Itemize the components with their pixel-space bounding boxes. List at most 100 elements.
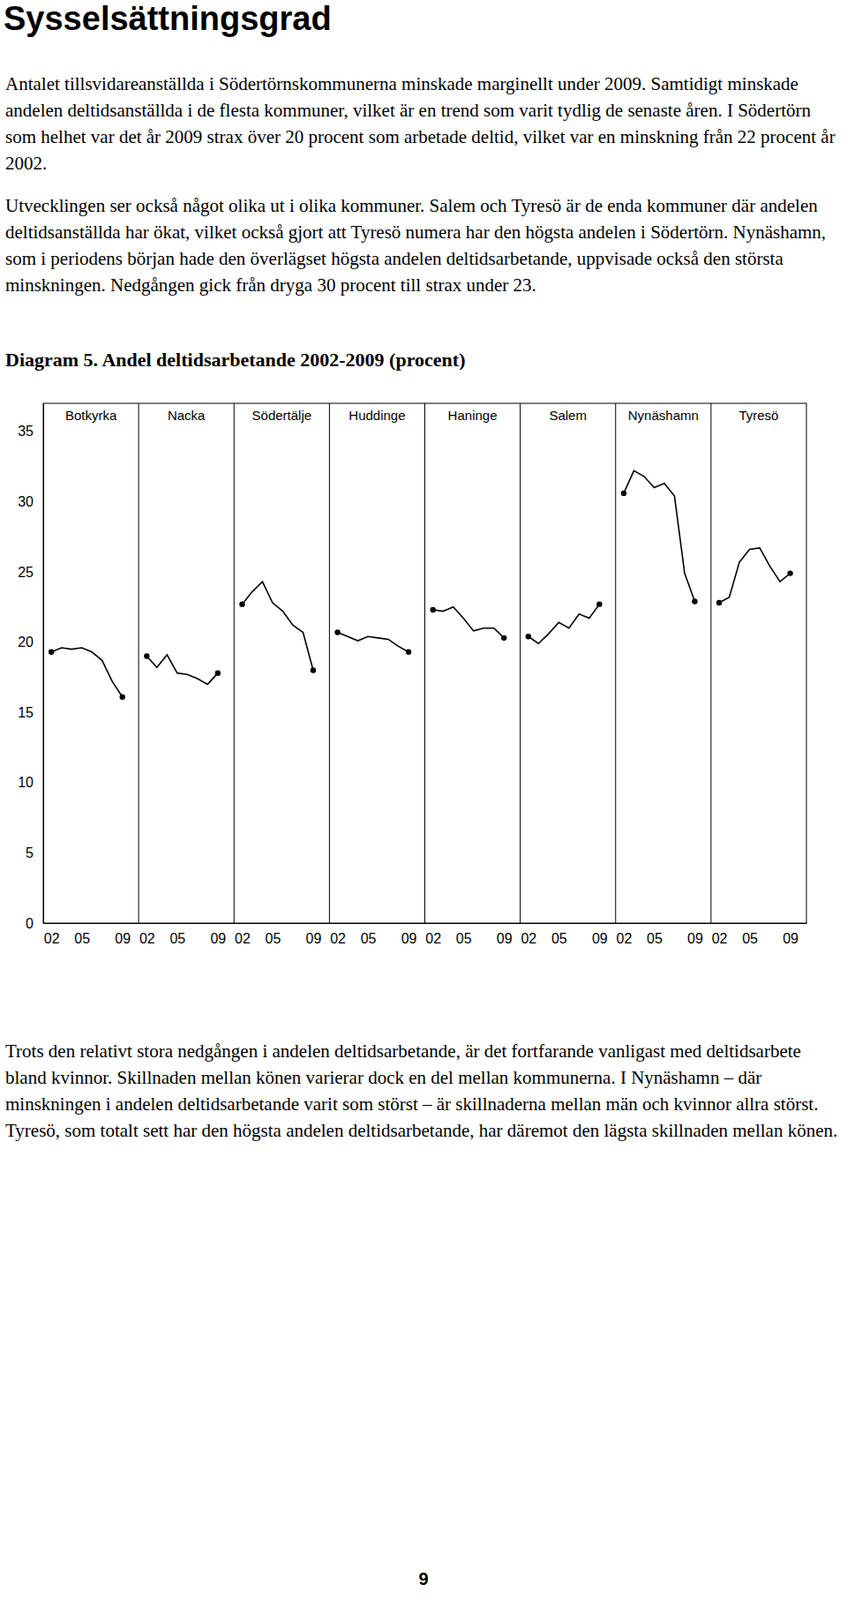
x-tick: 02 (616, 922, 633, 946)
plot-frame (43, 403, 807, 923)
y-tick: 10 (17, 774, 44, 790)
x-tick: 05 (74, 922, 90, 946)
x-tick: 05 (646, 922, 663, 946)
panel-label: Huddinge (348, 407, 405, 423)
x-tick-label: 02 (520, 930, 537, 946)
y-tick: 0 (25, 915, 44, 931)
series-marker (430, 607, 436, 613)
x-tick-label: 09 (114, 930, 131, 946)
x-tick: 02 (44, 922, 60, 946)
paragraph: Utvecklingen ser också något olika ut i … (5, 192, 844, 299)
x-tick-label: 05 (169, 930, 186, 946)
x-tick: 09 (114, 922, 131, 946)
x-tick: 05 (551, 922, 568, 946)
x-tick-label: 05 (360, 930, 377, 946)
series-line (146, 654, 218, 684)
x-tick: 05 (456, 922, 473, 946)
x-axis: 02 05 09 (329, 922, 426, 946)
series-marker (119, 694, 126, 700)
panel-divider (424, 403, 426, 923)
x-tick: 02 (234, 922, 251, 946)
x-tick-label: 02 (425, 930, 442, 946)
y-tick-label: 5 (25, 845, 34, 861)
x-tick: 09 (306, 922, 323, 946)
x-tick-label: 02 (329, 930, 346, 946)
x-tick: 09 (209, 922, 226, 946)
x-tick: 02 (712, 922, 728, 946)
x-tick-label: 02 (139, 930, 156, 946)
y-tick-label: 30 (17, 494, 34, 510)
y-tick: 35 (17, 423, 44, 439)
y-tick: 20 (17, 634, 44, 650)
x-axis-line (139, 922, 235, 924)
series-line (719, 547, 791, 603)
x-tick-label: 05 (551, 930, 568, 946)
series-line (51, 647, 123, 698)
panel-label: Södertälje (252, 407, 313, 423)
x-axis-line (520, 922, 616, 924)
x-axis: 020509 (234, 922, 330, 946)
y-tick-label: 0 (25, 915, 34, 931)
x-tick-label: 09 (209, 930, 226, 946)
series-marker (621, 490, 627, 496)
series-line (433, 607, 505, 638)
series-line (623, 470, 696, 601)
series-marker (691, 598, 698, 604)
panel-label: Botkyrka (65, 407, 118, 423)
paragraph: Trots den relativt stora nedgången i and… (5, 1037, 844, 1144)
x-tick-label: 09 (401, 930, 418, 946)
x-tick-label: 05 (742, 930, 758, 946)
x-tick-label: 09 (306, 930, 323, 946)
x-tick: 09 (592, 922, 608, 946)
chart: 05101520253035Botkyrka020509Nacka020509S… (0, 388, 847, 971)
series-marker (239, 600, 245, 607)
y-tick-label: 20 (17, 634, 34, 650)
y-axis-line (43, 404, 45, 924)
panel-label: Nacka (167, 407, 206, 423)
panel-label: Haninge (448, 407, 498, 423)
x-tick: 02 (520, 922, 537, 946)
plot-marks (48, 470, 794, 699)
x-axis-line (329, 922, 426, 924)
paragraph: Antalet tillsvidareanställda i Södertörn… (5, 70, 844, 177)
x-axis: 02 05 09 (425, 922, 521, 946)
y-tick: 15 (17, 704, 44, 720)
panel-label: Salem (548, 407, 587, 423)
y-tick: 5 (25, 845, 44, 861)
x-tick: 09 (687, 922, 704, 946)
series-marker (143, 652, 150, 659)
x-axis: 02 05 09 (711, 922, 807, 946)
x-tick-label: 02 (616, 930, 633, 946)
y-tick-label: 35 (17, 423, 34, 439)
y-tick-label: 15 (17, 704, 34, 720)
x-tick-label: 05 (74, 930, 90, 946)
y-tick-label: 25 (17, 564, 34, 580)
panel-label: Tyresö (738, 407, 779, 423)
series-marker (334, 629, 340, 635)
x-axis: 02 05 09 (615, 922, 712, 946)
series-marker (310, 667, 316, 673)
series-marker (787, 569, 793, 576)
x-tick: 02 (329, 922, 346, 946)
x-tick: 09 (782, 922, 799, 946)
chart-title: Diagram 5. Andel deltidsarbetande 2002-2… (5, 348, 465, 372)
series-line (337, 631, 410, 652)
panel-divider (233, 403, 235, 923)
panel-divider (519, 403, 521, 923)
x-tick-label: 05 (646, 930, 663, 946)
x-tick: 05 (742, 922, 758, 946)
x-tick: 05 (360, 922, 377, 946)
y-tick: 25 (17, 564, 44, 580)
x-axis-line (44, 922, 140, 924)
x-tick-label: 02 (234, 930, 251, 946)
x-tick-label: 09 (782, 930, 799, 946)
heading: Sysselsättningsgrad (3, 0, 332, 38)
x-tick-label: 09 (496, 930, 513, 946)
series-line (528, 604, 600, 645)
x-tick-label: 05 (456, 930, 473, 946)
x-axis-line (234, 922, 330, 924)
x-tick-label: 09 (687, 930, 704, 946)
x-tick-label: 02 (712, 930, 728, 946)
series-marker (215, 669, 221, 675)
panel-divider (138, 403, 140, 923)
